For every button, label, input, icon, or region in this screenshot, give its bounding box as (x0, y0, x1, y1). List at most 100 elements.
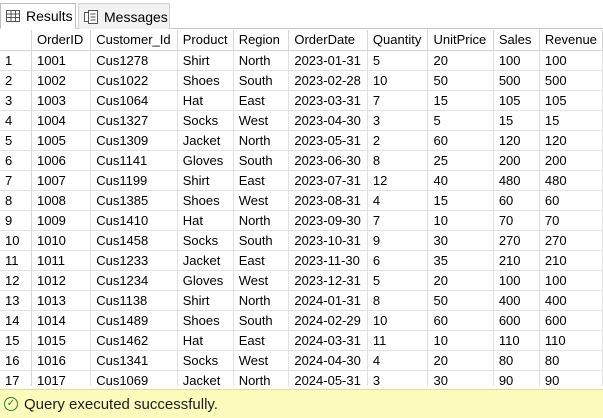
table-cell[interactable]: 15 (539, 110, 603, 131)
column-header-quantity[interactable]: Quantity (367, 30, 429, 51)
table-cell[interactable]: 20 (427, 50, 494, 71)
table-cell[interactable]: Gloves (177, 270, 234, 291)
table-cell[interactable]: 30 (427, 230, 494, 251)
table-cell[interactable]: 1005 (31, 130, 92, 151)
table-cell[interactable]: 210 (493, 250, 540, 271)
column-header-unitprice[interactable]: UnitPrice (427, 30, 494, 51)
table-cell[interactable]: 70 (539, 210, 603, 231)
table-cell[interactable]: South (233, 150, 290, 171)
table-cell[interactable]: 60 (539, 190, 603, 211)
table-cell[interactable]: 30 (427, 370, 494, 386)
table-cell[interactable]: 2023-02-28 (288, 70, 368, 91)
row-number[interactable]: 1 (0, 50, 32, 71)
table-cell[interactable]: East (233, 330, 290, 351)
table-cell[interactable]: 2023-01-31 (288, 50, 368, 71)
table-cell[interactable]: Cus1309 (90, 130, 178, 151)
results-grid[interactable]: OrderID Customer_Id Product Region Order… (0, 30, 603, 386)
table-row[interactable]: 5 1005 Cus1309 Jacket North 2023-05-31 2 60 120 1… (0, 130, 603, 151)
table-cell[interactable]: 20 (427, 270, 494, 291)
row-number[interactable]: 16 (0, 350, 32, 371)
table-cell[interactable]: Cus1141 (90, 150, 178, 171)
table-cell[interactable]: Cus1138 (90, 290, 178, 311)
table-cell[interactable]: Socks (177, 350, 234, 371)
row-number[interactable]: 11 (0, 250, 32, 271)
table-cell[interactable]: 8 (367, 150, 429, 171)
table-cell[interactable]: 80 (493, 350, 540, 371)
table-cell[interactable]: 15 (493, 110, 540, 131)
table-cell[interactable]: Jacket (177, 130, 234, 151)
column-header-region[interactable]: Region (233, 30, 290, 51)
table-cell[interactable]: 3 (367, 110, 429, 131)
table-cell[interactable]: North (233, 130, 290, 151)
table-cell[interactable]: 1006 (31, 150, 92, 171)
table-cell[interactable]: 15 (427, 90, 494, 111)
table-cell[interactable]: 270 (539, 230, 603, 251)
table-cell[interactable]: 2024-03-31 (288, 330, 368, 351)
table-cell[interactable]: South (233, 310, 290, 331)
table-cell[interactable]: Shoes (177, 190, 234, 211)
table-row[interactable]: 16 1016 Cus1341 Socks West 2024-04-30 4 20 80 80 (0, 350, 603, 371)
table-cell[interactable]: 10 (427, 210, 494, 231)
table-row[interactable]: 4 1004 Cus1327 Socks West 2023-04-30 3 5 15 15 (0, 110, 603, 131)
table-cell[interactable]: 120 (539, 130, 603, 151)
table-cell[interactable]: Cus1064 (90, 90, 178, 111)
table-row[interactable]: 3 1003 Cus1064 Hat East 2023-03-31 7 15 105 105 (0, 90, 603, 111)
table-cell[interactable]: 1012 (31, 270, 92, 291)
table-cell[interactable]: 12 (367, 170, 429, 191)
table-row[interactable]: 15 1015 Cus1462 Hat East 2024-03-31 11 10 110 110 (0, 330, 603, 351)
table-row[interactable]: 7 1007 Cus1199 Shirt East 2023-07-31 12 40 480 48… (0, 170, 603, 191)
table-cell[interactable]: Shirt (177, 290, 234, 311)
table-cell[interactable]: 50 (427, 290, 494, 311)
table-cell[interactable]: 7 (367, 90, 429, 111)
row-number[interactable]: 7 (0, 170, 32, 191)
table-cell[interactable]: North (233, 290, 290, 311)
table-cell[interactable]: 9 (367, 230, 429, 251)
table-cell[interactable]: 2024-02-29 (288, 310, 368, 331)
table-cell[interactable]: 100 (493, 270, 540, 291)
row-number[interactable]: 17 (0, 370, 32, 386)
table-cell[interactable]: 90 (539, 370, 603, 386)
table-cell[interactable]: 1016 (31, 350, 92, 371)
row-number[interactable]: 12 (0, 270, 32, 291)
row-number[interactable]: 3 (0, 90, 32, 111)
table-cell[interactable]: Shoes (177, 310, 234, 331)
table-cell[interactable]: Cus1199 (90, 170, 178, 191)
table-cell[interactable]: 40 (427, 170, 494, 191)
table-row[interactable]: 8 1008 Cus1385 Shoes West 2023-08-31 4 15 60 60 (0, 190, 603, 211)
table-cell[interactable]: Socks (177, 110, 234, 131)
table-cell[interactable]: Jacket (177, 370, 234, 386)
table-cell[interactable]: Hat (177, 330, 234, 351)
table-cell[interactable]: Shirt (177, 50, 234, 71)
table-cell[interactable]: 100 (493, 50, 540, 71)
table-cell[interactable]: 1014 (31, 310, 92, 331)
column-header-orderdate[interactable]: OrderDate (288, 30, 368, 51)
table-cell[interactable]: South (233, 230, 290, 251)
table-cell[interactable]: Cus1462 (90, 330, 178, 351)
table-cell[interactable]: 60 (427, 130, 494, 151)
table-cell[interactable]: 2024-01-31 (288, 290, 368, 311)
table-cell[interactable]: 1002 (31, 70, 92, 91)
table-cell[interactable]: 11 (367, 330, 429, 351)
table-cell[interactable]: 10 (427, 330, 494, 351)
table-cell[interactable]: West (233, 190, 290, 211)
table-cell[interactable]: 600 (493, 310, 540, 331)
table-cell[interactable]: 600 (539, 310, 603, 331)
table-cell[interactable]: 5 (367, 270, 429, 291)
table-cell[interactable]: 200 (539, 150, 603, 171)
table-cell[interactable]: 1007 (31, 170, 92, 191)
table-cell[interactable]: 2023-06-30 (288, 150, 368, 171)
column-header-customer-id[interactable]: Customer_Id (90, 30, 178, 51)
table-cell[interactable]: Socks (177, 230, 234, 251)
table-row[interactable]: 6 1006 Cus1141 Gloves South 2023-06-30 8 25 200 2… (0, 150, 603, 171)
table-row[interactable]: 13 1013 Cus1138 Shirt North 2024-01-31 8 50 400 4… (0, 290, 603, 311)
row-number[interactable]: 14 (0, 310, 32, 331)
table-cell[interactable]: 1001 (31, 50, 92, 71)
table-cell[interactable]: 70 (493, 210, 540, 231)
row-number[interactable]: 10 (0, 230, 32, 251)
table-cell[interactable]: Cus1458 (90, 230, 178, 251)
grid-corner[interactable] (0, 30, 32, 51)
table-cell[interactable]: 25 (427, 150, 494, 171)
table-cell[interactable]: 60 (427, 310, 494, 331)
row-number[interactable]: 2 (0, 70, 32, 91)
table-cell[interactable]: 2024-04-30 (288, 350, 368, 371)
